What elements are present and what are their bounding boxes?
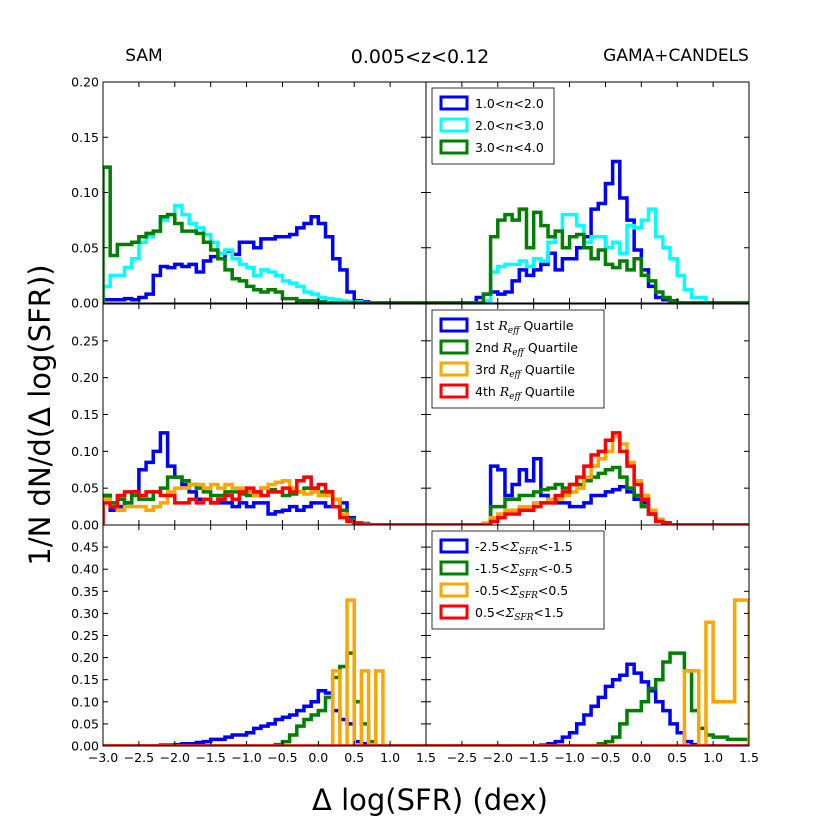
x-tick-label: −1.5 <box>518 750 548 765</box>
x-tick-label: −0.5 <box>267 750 297 765</box>
legend: 1st Reff Quartile 2nd Reff Quartile 3rd Re… <box>431 309 605 409</box>
header-gama-candels: GAMA+CANDELS <box>603 46 749 66</box>
histogram-series <box>426 651 749 746</box>
histogram-series <box>426 662 749 746</box>
legend: 1.0<n<2.0 2.0<n<3.0 3.0<n<4.0 <box>431 87 555 165</box>
histogram-series <box>103 689 426 746</box>
histogram-series <box>426 159 749 303</box>
y-tick-label: 0.00 <box>71 518 99 533</box>
histogram-series <box>426 207 749 303</box>
x-tick-label: −1.0 <box>554 750 584 765</box>
legend-box <box>431 530 605 630</box>
x-tick-label: 1.0 <box>703 750 723 765</box>
y-tick-label: 0.00 <box>71 739 99 754</box>
legend-swatch <box>439 95 469 111</box>
y-tick-label: 0.10 <box>71 694 99 709</box>
y-tick-label: 0.30 <box>71 606 99 621</box>
y-tick-label: 0.45 <box>71 540 99 555</box>
legend-label: 4th Reff Quartile <box>475 384 575 402</box>
panel-frame <box>102 524 427 747</box>
histogram-series <box>103 165 426 303</box>
legend-swatch <box>439 361 469 377</box>
legend: -2.5<ΣSFR<-1.5 -1.5<ΣSFR<-0.5 -0.5<ΣSFR<0.… <box>431 530 605 630</box>
legend-label: 0.5<ΣSFR<1.5 <box>475 605 564 623</box>
legend-label: -2.5<ΣSFR<-1.5 <box>475 539 573 557</box>
legend-swatch <box>439 604 469 620</box>
x-tick-label: −0.5 <box>590 750 620 765</box>
y-axis-label: 1/N dN/d(Δ log(SFR)) <box>23 264 57 565</box>
legend-label: 3.0<n<4.0 <box>475 140 544 155</box>
y-tick-label: 0.05 <box>71 481 99 496</box>
y-tick-label: 0.15 <box>71 130 99 145</box>
x-tick-label: −2.0 <box>160 750 190 765</box>
x-tick-label: −3.0 <box>88 750 118 765</box>
histogram-series <box>103 215 426 303</box>
x-tick-label: 1.5 <box>416 750 436 765</box>
x-tick-label: 0.0 <box>631 750 651 765</box>
y-tick-label: 0.05 <box>71 240 99 255</box>
x-tick-label: −2.5 <box>447 750 477 765</box>
y-tick-label: 0.20 <box>71 650 99 665</box>
legend-label: 2.0<n<3.0 <box>475 118 544 133</box>
legend-swatch <box>439 117 469 133</box>
histogram-series <box>103 475 426 525</box>
legend-swatch <box>439 383 469 399</box>
panel-r3-left: 0.00 0.05 0.10 0.15 0.20 0.25 0.30 0.35 0.40 0.45… <box>71 524 436 765</box>
header-sam: SAM <box>125 46 162 66</box>
panel-r3-right: -2.5<ΣSFR<-1.5 -1.5<ΣSFR<-0.5 -0.5<ΣSFR<0.… <box>425 524 759 765</box>
y-tick-label: 0.40 <box>71 562 99 577</box>
histogram-series <box>426 598 749 746</box>
legend-swatch <box>439 582 469 598</box>
x-tick-label: 1.5 <box>739 750 759 765</box>
legend-label: 1.0<n<2.0 <box>475 96 544 111</box>
x-tick-label: 1.0 <box>380 750 400 765</box>
x-tick-label: 0.5 <box>667 750 687 765</box>
legend-box <box>431 87 555 165</box>
histogram-series <box>426 431 749 525</box>
panel-r1-left: 0.00 0.05 0.10 0.15 0.20 <box>71 75 427 311</box>
legend-box <box>431 309 605 409</box>
histogram-series <box>426 456 749 525</box>
histogram-series <box>103 651 426 746</box>
histogram-series <box>103 204 426 303</box>
x-tick-label: −1.0 <box>231 750 261 765</box>
y-tick-label: 0.05 <box>71 716 99 731</box>
legend-label: 1st Reff Quartile <box>475 318 574 336</box>
histogram-series <box>103 475 426 525</box>
panel-r1-right: 1.0<n<2.0 2.0<n<3.0 3.0<n<4.0 <box>425 81 750 304</box>
y-tick-label: 0.10 <box>71 185 99 200</box>
legend-swatch <box>439 538 469 554</box>
legend-label: 3rd Reff Quartile <box>475 362 575 380</box>
y-tick-label: 0.35 <box>71 584 99 599</box>
y-tick-label: 0.20 <box>71 370 99 385</box>
legend-swatch <box>439 339 469 355</box>
y-tick-label: 0.25 <box>71 333 99 348</box>
y-tick-label: 0.15 <box>71 407 99 422</box>
x-tick-label: −1.5 <box>195 750 225 765</box>
x-tick-label: −2.5 <box>124 750 154 765</box>
legend-swatch <box>439 560 469 576</box>
x-tick-label: 0.5 <box>344 750 364 765</box>
figure-title: 0.005<z<0.12 <box>351 46 490 68</box>
histogram-series <box>103 598 426 746</box>
histogram-series <box>426 207 749 303</box>
y-tick-label: 0.15 <box>71 672 99 687</box>
y-tick-label: 0.00 <box>71 296 99 311</box>
y-tick-label: 0.10 <box>71 444 99 459</box>
y-tick-label: 0.25 <box>71 628 99 643</box>
legend-label: -1.5<ΣSFR<-0.5 <box>475 561 573 579</box>
y-tick-label: 0.20 <box>71 75 99 90</box>
x-tick-label: −2.0 <box>483 750 513 765</box>
panel-grid: 0.00 0.05 0.10 0.15 0.20 1.0<n<2.0 2.0<n<3.0 3.… <box>71 75 759 766</box>
x-tick-label: 0.0 <box>308 750 328 765</box>
x-axis-label: Δ log(SFR) (dex) <box>312 783 548 817</box>
panel-r2-right: 1st Reff Quartile 2nd Reff Quartile 3rd Re… <box>425 303 750 526</box>
legend-swatch <box>439 139 469 155</box>
panel-r2-left: 0.00 0.05 0.10 0.15 0.20 0.25 <box>71 303 427 533</box>
legend-label: 2nd Reff Quartile <box>475 340 578 358</box>
legend-label: -0.5<ΣSFR<0.5 <box>475 583 568 601</box>
legend-swatch <box>439 317 469 333</box>
